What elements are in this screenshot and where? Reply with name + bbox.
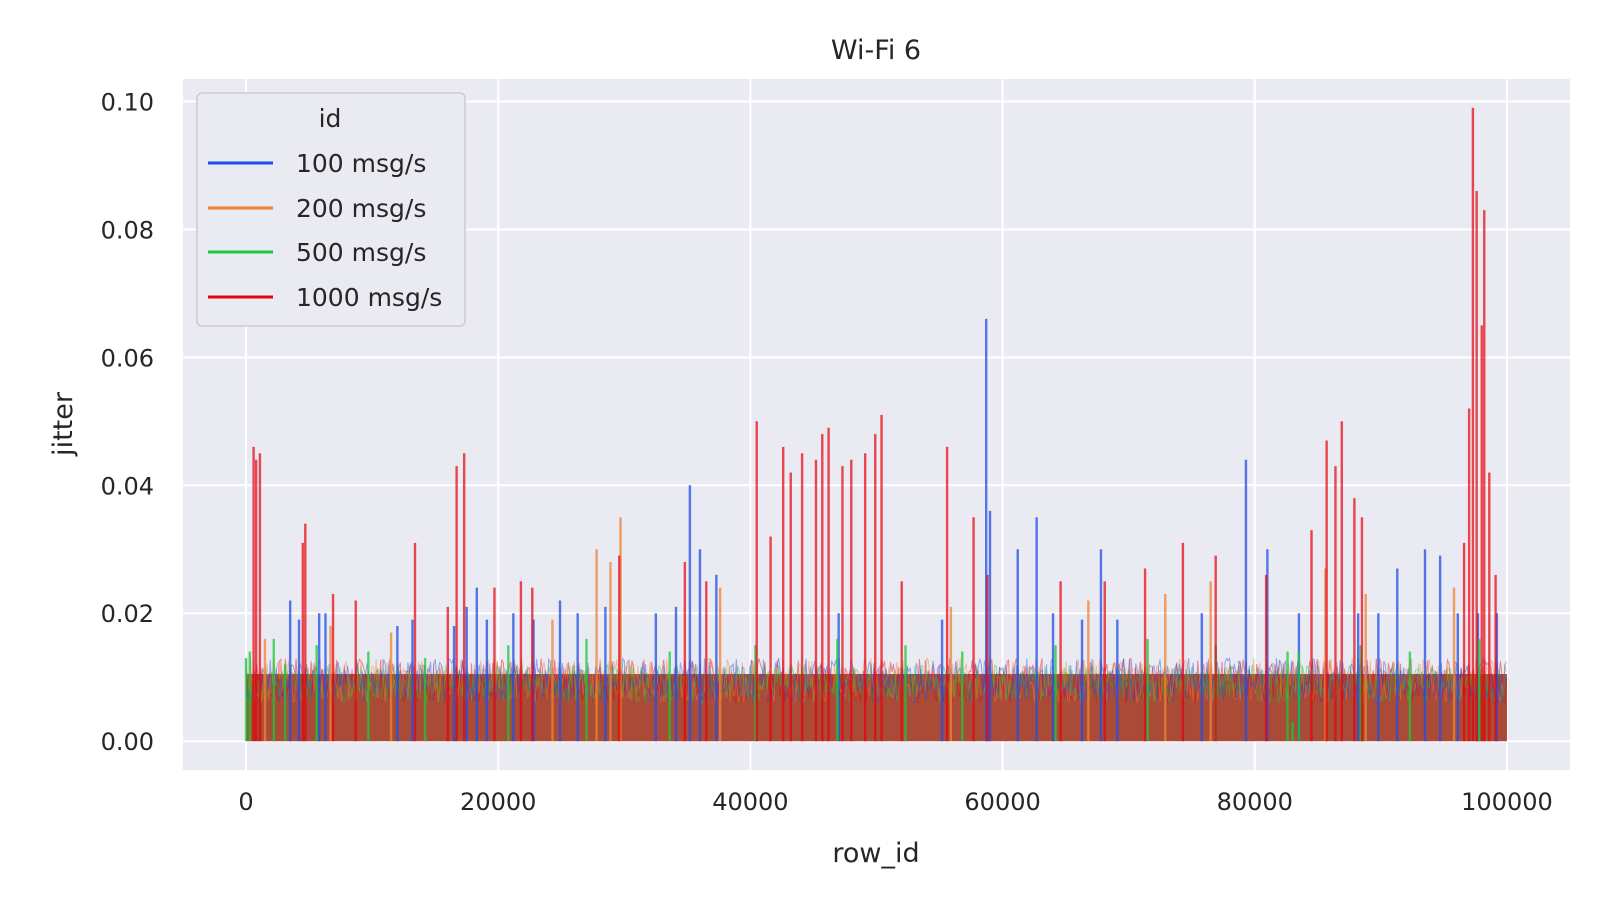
- legend: id 100 msg/s 200 msg/s 500 msg/s 1000 ms…: [196, 92, 466, 327]
- y-tick-label: 0.02: [101, 600, 154, 628]
- y-axis-ticks: 0.00 0.02 0.04 0.06 0.08 0.10: [101, 88, 154, 756]
- series-layer: [244, 107, 1507, 742]
- y-axis-label: jitter: [48, 391, 79, 457]
- y-tick-label: 0.08: [101, 216, 154, 244]
- x-tick-label: 0: [238, 788, 253, 816]
- y-tick-label: 0.04: [101, 472, 154, 500]
- y-tick-label: 0.10: [101, 88, 154, 116]
- x-tick-label: 40000: [712, 788, 788, 816]
- legend-label-200: 200 msg/s: [296, 194, 426, 223]
- legend-label-100: 100 msg/s: [296, 149, 426, 178]
- series-100-msg-s: [288, 318, 1499, 742]
- legend-label-1000: 1000 msg/s: [296, 283, 442, 312]
- series-1000-msg-s: [252, 107, 1497, 742]
- y-tick-label: 0.06: [101, 344, 154, 372]
- legend-title: id: [319, 104, 342, 133]
- x-tick-label: 80000: [1217, 788, 1293, 816]
- x-tick-label: 60000: [964, 788, 1040, 816]
- series-200-msg-s: [263, 517, 1456, 742]
- x-axis-label: row_id: [832, 838, 919, 869]
- chart-title: Wi-Fi 6: [831, 35, 921, 66]
- x-tick-label: 20000: [460, 788, 536, 816]
- x-tick-label: 100000: [1461, 788, 1553, 816]
- x-axis-ticks: 0 20000 40000 60000 80000 100000: [238, 788, 1552, 816]
- legend-label-500: 500 msg/s: [296, 238, 426, 267]
- legend-frame: [196, 92, 466, 327]
- y-tick-label: 0.00: [101, 728, 154, 756]
